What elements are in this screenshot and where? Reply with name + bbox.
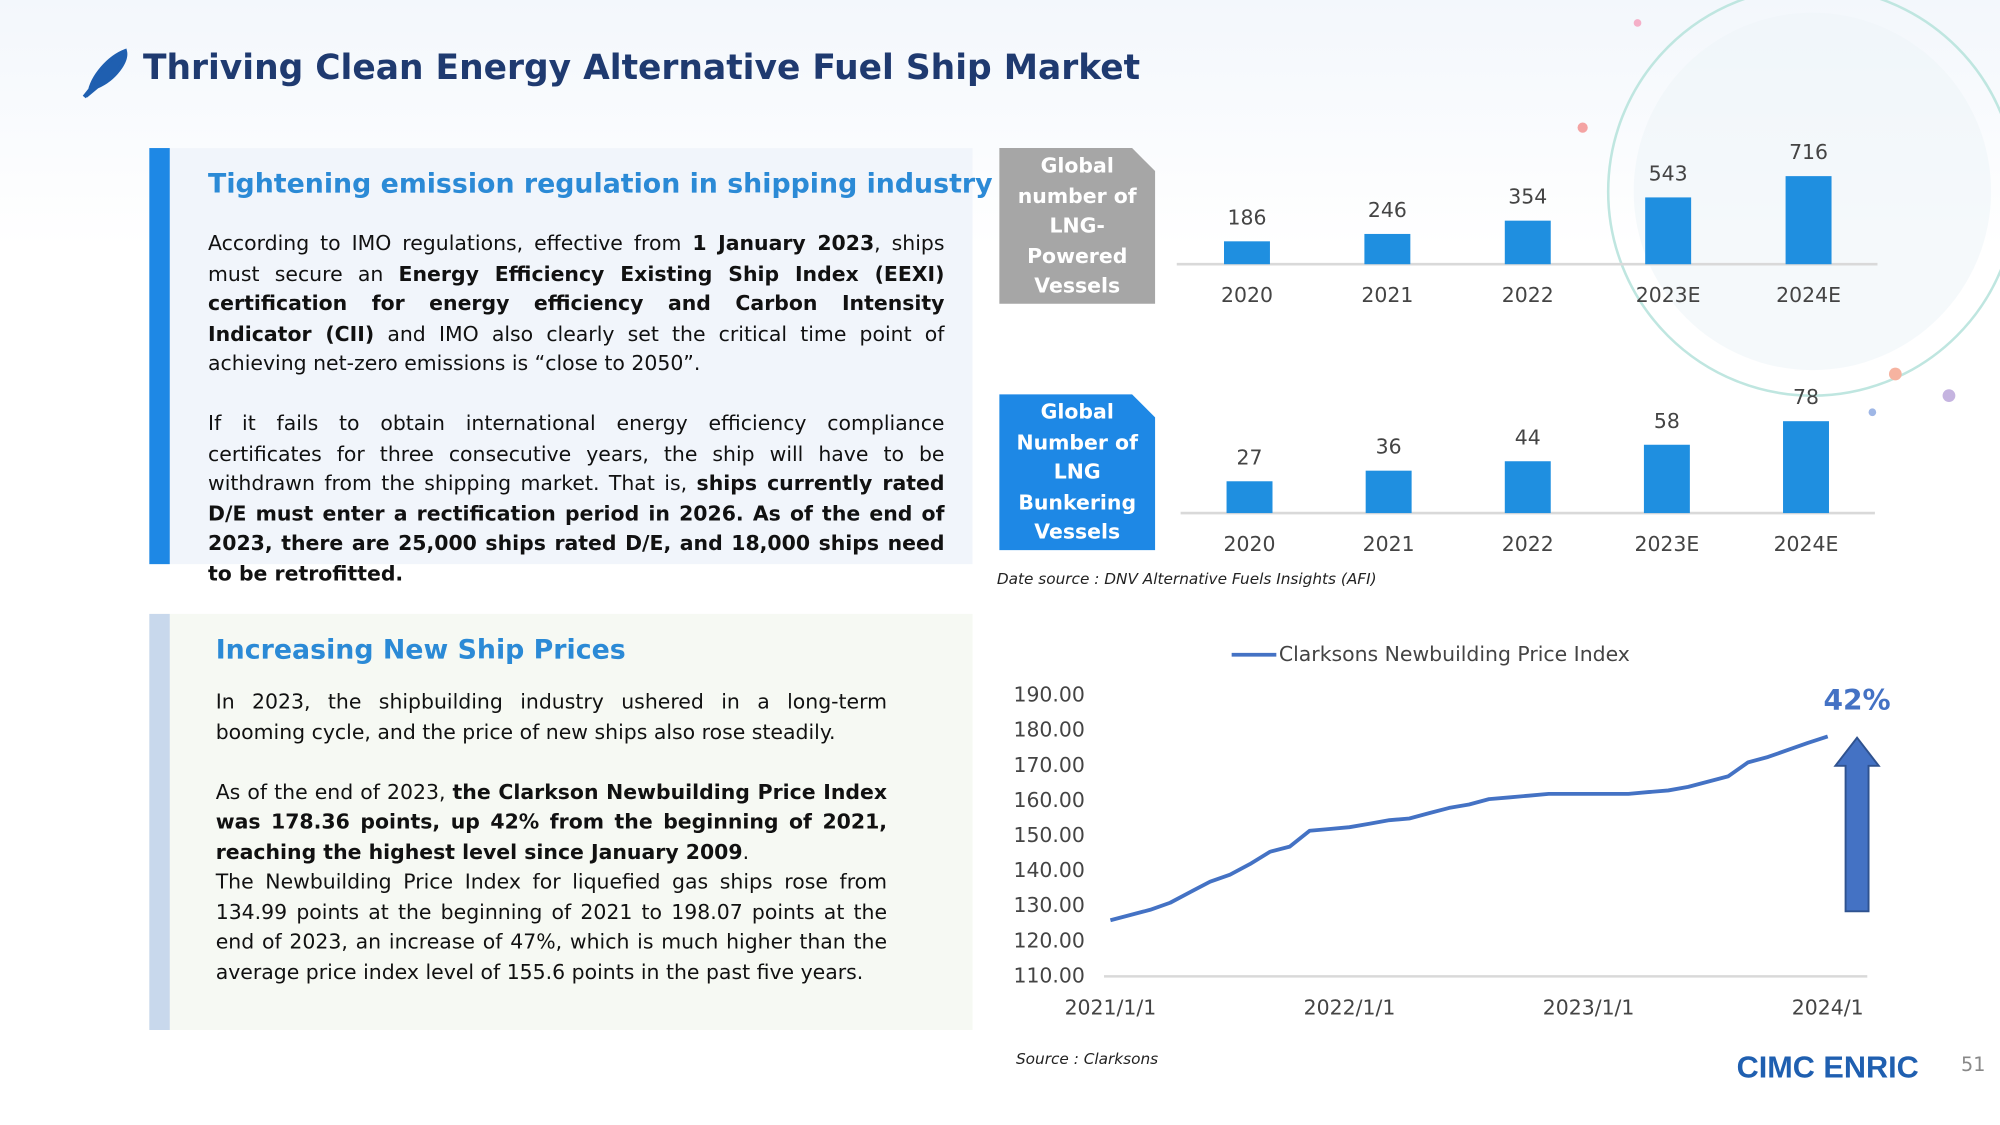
bold-text: Energy Efficiency Existing Ship Index (E… xyxy=(208,261,945,346)
value-label: 27 xyxy=(1237,445,1263,469)
chart-title: Global number of LNG-Powered Vessels xyxy=(1017,153,1137,298)
x-tick-label: 2024/1 xyxy=(1792,995,1864,1019)
bar xyxy=(1364,233,1411,265)
bar xyxy=(1504,461,1551,514)
x-tick-label: 2022/1/1 xyxy=(1304,995,1396,1019)
bold-text: the Clarkson Newbuilding Price Index was… xyxy=(215,779,888,864)
panel-accent xyxy=(149,148,170,565)
value-label: 36 xyxy=(1376,435,1402,459)
bar xyxy=(1785,176,1832,265)
y-tick-label: 150.00 xyxy=(1013,823,1084,847)
x-tick-label: 2020 xyxy=(1224,532,1276,556)
bar xyxy=(1224,241,1270,265)
value-label: 716 xyxy=(1789,140,1828,164)
logo: CIMC ENRIC xyxy=(1737,1051,1919,1085)
text: The Newbuilding Price Index for liquefie… xyxy=(215,869,888,984)
value-label: 58 xyxy=(1654,409,1680,433)
x-tick-label: 2024E xyxy=(1774,532,1839,556)
y-tick-label: 170.00 xyxy=(1013,753,1084,777)
line-series xyxy=(1109,734,1829,923)
legend-label: Clarksons Newbuilding Price Index xyxy=(1279,642,1630,666)
panel: Tightening emission regulation in shippi… xyxy=(149,148,993,585)
x-tick-label: 2023E xyxy=(1636,283,1701,307)
bar xyxy=(1226,481,1273,514)
text: As of the end of 2023, xyxy=(215,779,453,804)
x-tick-label: 2022 xyxy=(1502,532,1554,556)
value-label: 543 xyxy=(1649,161,1688,185)
x-tick-label: 2021 xyxy=(1361,283,1413,307)
x-tick-label: 2021/1/1 xyxy=(1065,995,1157,1019)
x-tick-label: 2024E xyxy=(1776,283,1841,307)
panel-body: In 2023, the shipbuilding industry usher… xyxy=(216,687,887,987)
value-label: 186 xyxy=(1227,205,1266,229)
value-label: 246 xyxy=(1368,198,1407,222)
panel-accent xyxy=(149,613,170,1030)
paragraph: According to IMO regulations, effective … xyxy=(208,228,944,378)
page-number: 51 xyxy=(1961,1053,1985,1076)
panel-heading: Tightening emission regulation in shippi… xyxy=(208,168,993,200)
paragraph: The Newbuilding Price Index for liquefie… xyxy=(216,867,887,987)
chart-label: Global Number of LNG Bunkering Vessels xyxy=(1016,399,1138,545)
bar xyxy=(1643,444,1690,514)
panel-heading: Increasing New Ship Prices xyxy=(215,634,626,665)
x-tick-label: 2020 xyxy=(1221,283,1273,307)
value-label: 44 xyxy=(1515,425,1541,449)
y-tick-label: 140.00 xyxy=(1013,858,1084,882)
increase-arrow xyxy=(1833,736,1881,913)
dot xyxy=(1577,122,1588,133)
data-source: Date source : DNV Alternative Fuels Insi… xyxy=(997,570,1377,588)
y-tick-label: 110.00 xyxy=(1013,963,1084,987)
bold-text: ships currently rated D/E must enter a r… xyxy=(208,470,945,586)
x-tick-label: 2023E xyxy=(1634,532,1699,556)
chart-label-box xyxy=(999,394,1156,551)
dot xyxy=(1888,367,1902,381)
dot xyxy=(1868,408,1877,417)
dot xyxy=(1633,19,1642,27)
bold-text: 1 January 2023 xyxy=(692,231,875,256)
y-tick-label: 190.00 xyxy=(1013,683,1084,707)
y-tick-label: 130.00 xyxy=(1013,893,1084,917)
bar xyxy=(1365,470,1412,514)
text: According to IMO regulations, effective … xyxy=(208,231,693,256)
x-tick-label: 2023/1/1 xyxy=(1543,995,1635,1019)
paragraph: If it fails to obtain international ener… xyxy=(208,408,944,588)
globe-ring xyxy=(1606,0,2000,397)
bar xyxy=(1504,220,1551,265)
paragraph: As of the end of 2023, the Clarkson Newb… xyxy=(216,777,887,867)
panel-body: According to IMO regulations, effective … xyxy=(208,228,944,588)
chart-title: Global Number of LNG Bunkering Vessels xyxy=(1016,399,1138,545)
panel: Increasing New Ship Prices In 2023, the … xyxy=(149,613,973,1030)
y-tick-label: 160.00 xyxy=(1013,788,1084,812)
title: Thriving Clean Energy Alternative Fuel S… xyxy=(142,48,1141,89)
value-label: 78 xyxy=(1793,385,1819,409)
y-tick-label: 120.00 xyxy=(1013,928,1084,952)
bar xyxy=(1645,197,1692,265)
x-tick-label: 2021 xyxy=(1363,532,1415,556)
source: Source : Clarksons xyxy=(1016,1050,1158,1068)
text: and IMO also clearly set the critical ti… xyxy=(208,320,945,376)
chart-label-box xyxy=(999,148,1156,304)
dot xyxy=(1942,389,1956,403)
x-tick-label: 2022 xyxy=(1502,283,1554,307)
text: . xyxy=(742,839,750,864)
value-label: 354 xyxy=(1508,185,1547,209)
bar xyxy=(1783,421,1829,514)
paragraph: In 2023, the shipbuilding industry usher… xyxy=(216,687,887,747)
text: , ships must secure an xyxy=(208,231,945,286)
title-icon xyxy=(82,48,128,99)
text: If it fails to obtain international ener… xyxy=(208,410,945,496)
chart-label: Global number of LNG-Powered Vessels xyxy=(1017,153,1137,298)
annotation: 42% xyxy=(1823,684,1890,717)
y-tick-label: 180.00 xyxy=(1013,718,1084,742)
text: In 2023, the shipbuilding industry usher… xyxy=(215,689,888,744)
